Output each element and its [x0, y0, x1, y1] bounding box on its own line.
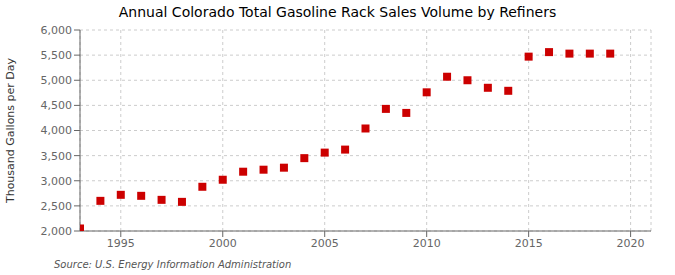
svg-text:3,000: 3,000	[41, 175, 73, 188]
svg-text:5,000: 5,000	[41, 74, 73, 87]
svg-text:3,500: 3,500	[41, 150, 73, 163]
html-text:Source: U.S. Energy Informatio: Source: U.S. Energy Information Administ…	[54, 259, 292, 270]
svg-text:2010: 2010	[413, 237, 441, 250]
svg-text:4,500: 4,500	[41, 99, 73, 112]
svg-text:5,500: 5,500	[41, 49, 73, 62]
svg-text:2,500: 2,500	[41, 200, 73, 213]
svg-text:4,000: 4,000	[41, 124, 73, 137]
svg-text:2,000: 2,000	[41, 225, 73, 238]
svg-text:Thousand Gallons per Day: Thousand Gallons per Day	[4, 57, 17, 204]
svg-text:2000: 2000	[209, 237, 237, 250]
svg-text:2020: 2020	[617, 237, 645, 250]
html-text:Annual Colorado Total Gasoline: Annual Colorado Total Gasoline Rack Sale…	[118, 4, 557, 20]
svg-text:6,000: 6,000	[41, 24, 73, 37]
svg-text:2015: 2015	[515, 237, 543, 250]
svg-text:2005: 2005	[311, 237, 339, 250]
svg-text:1995: 1995	[107, 237, 135, 250]
